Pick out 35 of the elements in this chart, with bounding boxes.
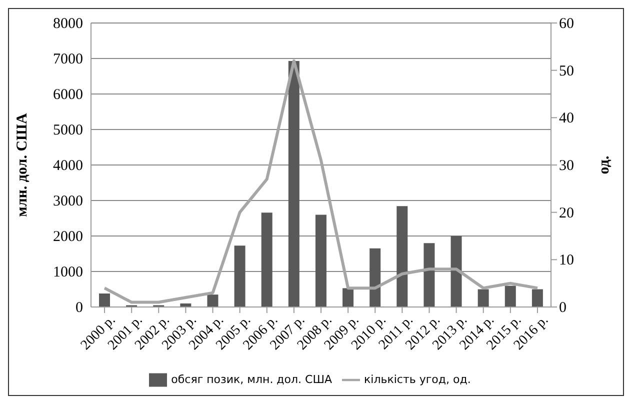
- y2-tick-label: 50: [559, 63, 574, 80]
- y-tick-label: 0: [76, 300, 83, 316]
- y-tick-label: 8000: [53, 16, 83, 32]
- y2-tick-label: 20: [559, 205, 574, 222]
- y-tick-label: 3000: [53, 194, 83, 210]
- legend-label: кількість угод, од.: [364, 373, 471, 386]
- y2-tick-label: 10: [559, 252, 574, 269]
- bar: [532, 289, 543, 307]
- bar: [342, 288, 354, 307]
- y2-axis-title: од.: [596, 156, 612, 174]
- y-tick-label: 2000: [53, 229, 83, 245]
- y-tick-label: 1000: [53, 264, 83, 280]
- y2-tick-label: 30: [559, 158, 574, 174]
- y-tick-label: 5000: [53, 122, 83, 138]
- bar: [424, 243, 435, 307]
- y-tick-label: 7000: [53, 52, 83, 68]
- y-tick-label: 4000: [53, 158, 83, 174]
- bar: [207, 294, 218, 307]
- bar: [261, 212, 272, 307]
- y-axis-title: млн. дол. США: [14, 112, 30, 217]
- legend-label: обсяг позик, млн. дол. США: [171, 373, 332, 386]
- y2-tick-label: 40: [559, 110, 574, 127]
- bar: [99, 294, 110, 307]
- bar: [315, 214, 326, 307]
- y-tick-label: 6000: [53, 87, 83, 103]
- bar: [288, 60, 300, 307]
- bar: [234, 246, 246, 307]
- bar: [450, 236, 462, 307]
- line-series: [103, 59, 539, 304]
- bar: [504, 286, 516, 307]
- bar: [478, 289, 489, 307]
- y2-tick-label: 0: [559, 300, 566, 316]
- bar: [396, 206, 408, 307]
- bar: [370, 248, 381, 307]
- y2-tick-label: 60: [559, 16, 574, 32]
